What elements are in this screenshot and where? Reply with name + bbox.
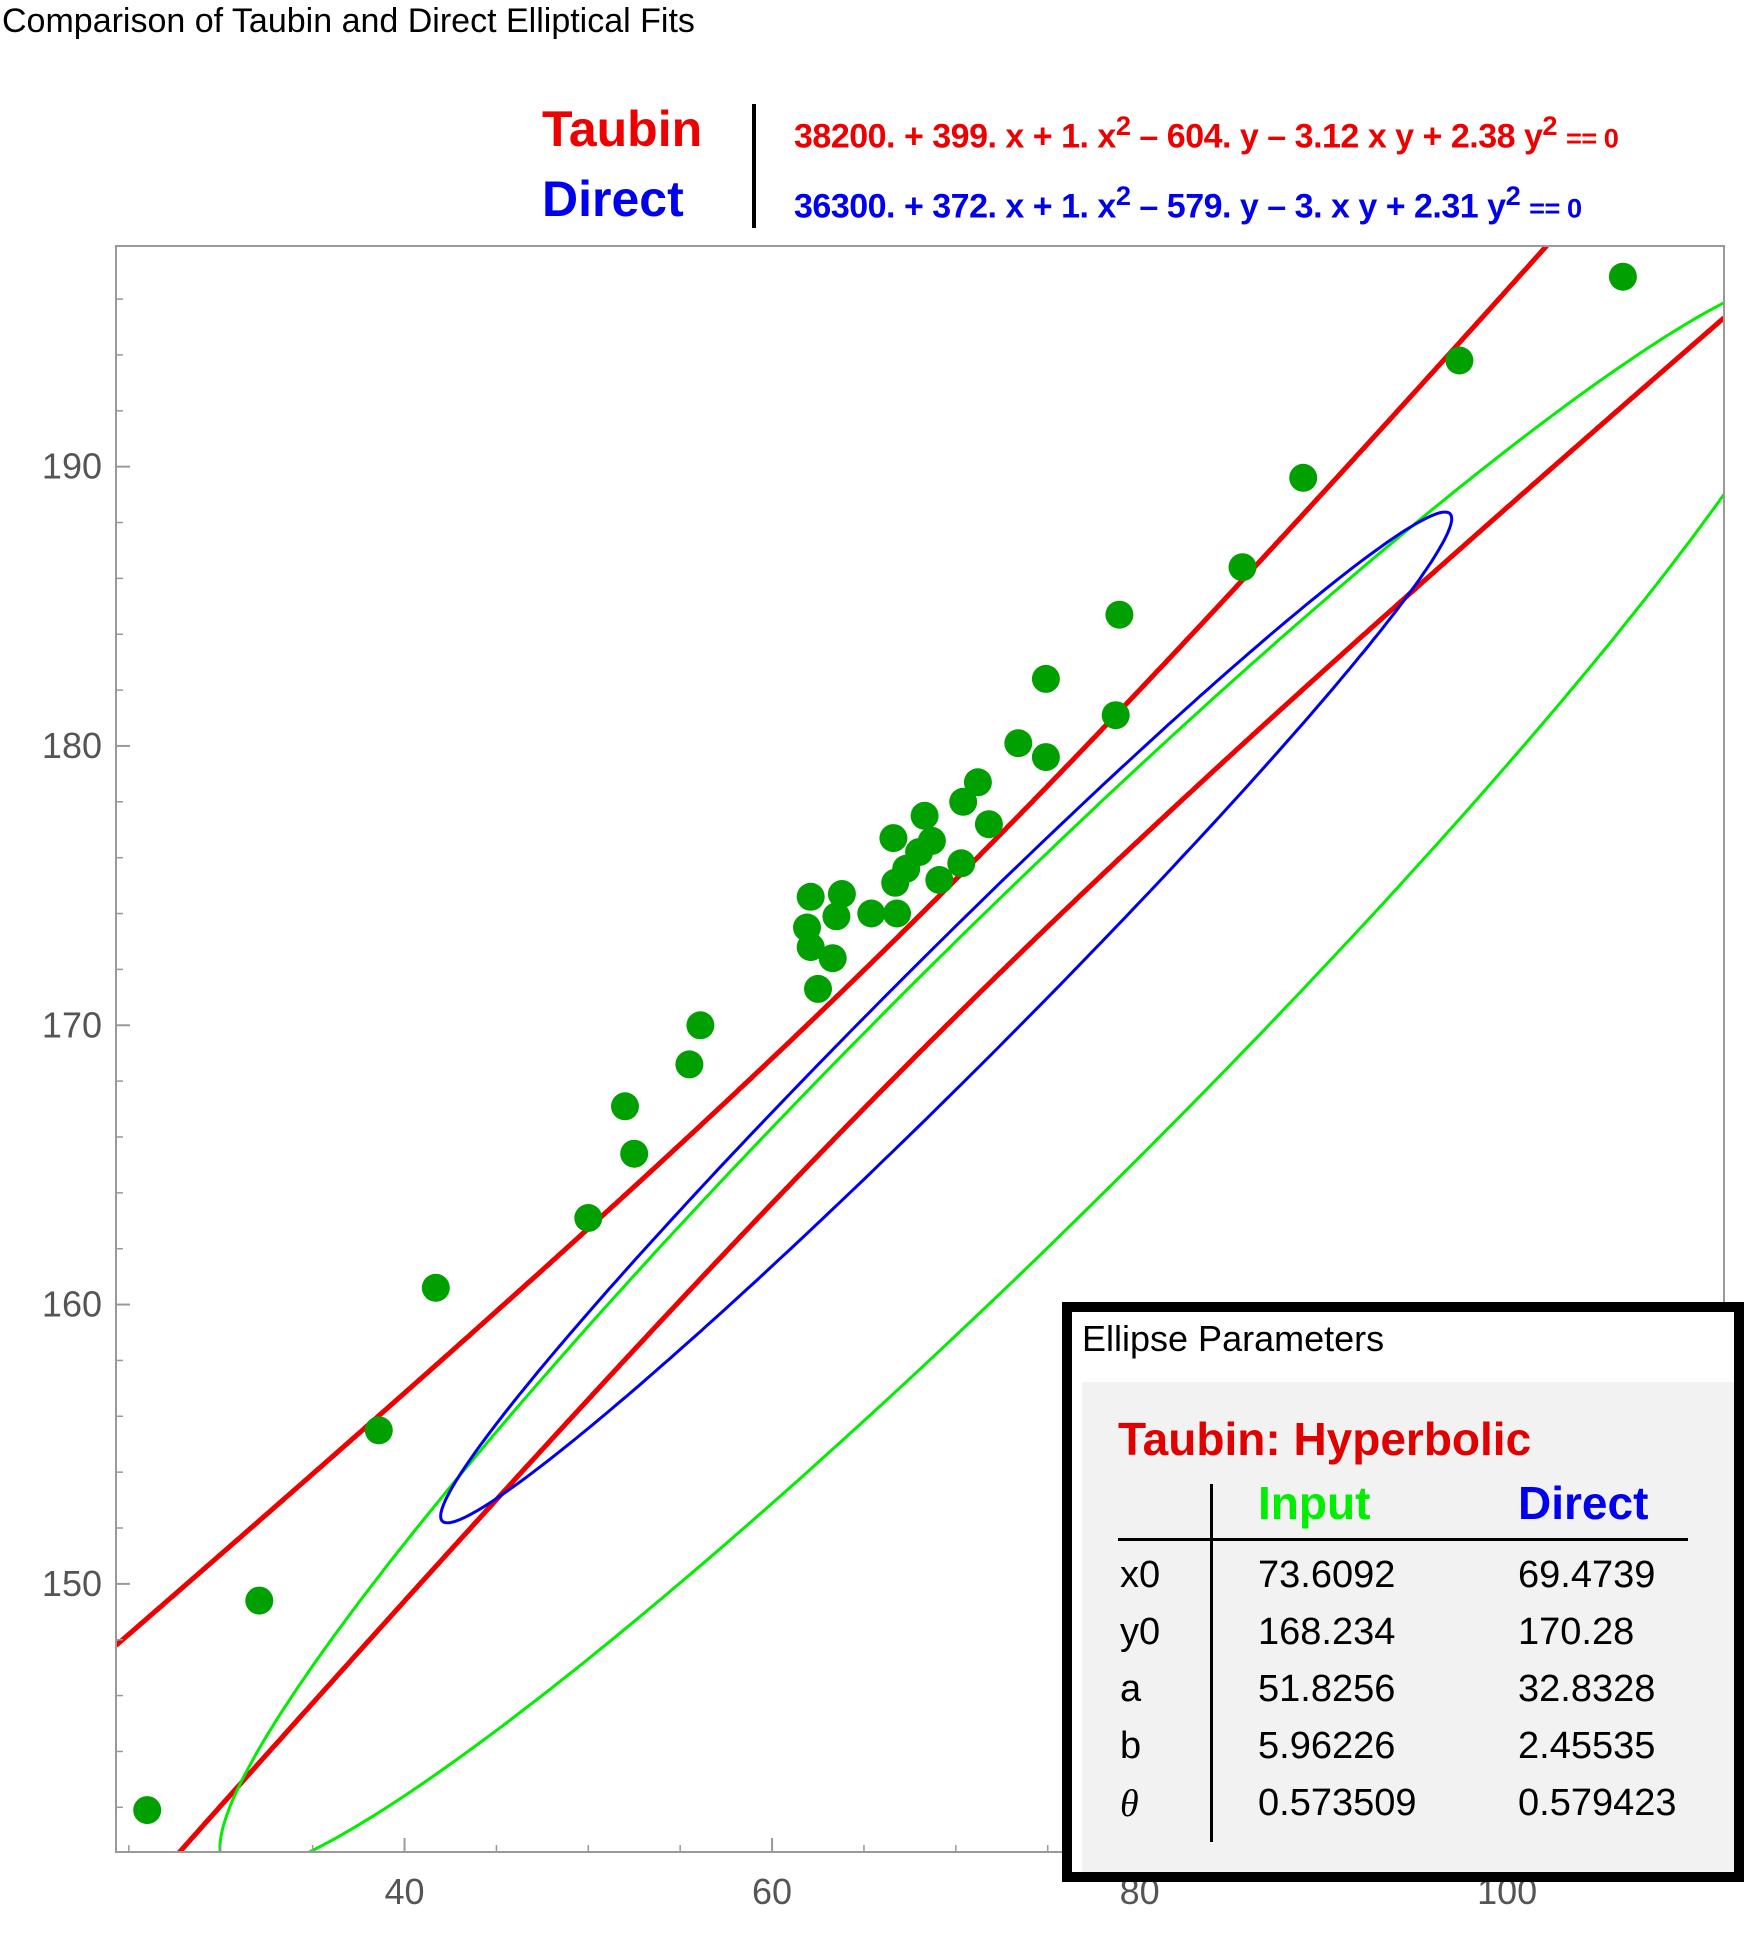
- data-point: [822, 902, 851, 931]
- data-point: [974, 810, 1003, 839]
- plot-frame: [115, 245, 1725, 1853]
- data-point: [793, 913, 821, 942]
- data-point: [611, 1092, 639, 1121]
- y-tick-label: 190: [42, 446, 102, 487]
- taubin-hyperbola-branch-1: [116, 246, 1550, 1648]
- table-vertical-rule: [1210, 1484, 1213, 1842]
- direct-value: 0.579423: [1518, 1782, 1677, 1824]
- y-tick-label: 150: [42, 1563, 102, 1604]
- data-point: [1004, 729, 1033, 758]
- input-ellipse: [218, 301, 1724, 1852]
- taubin-hyperbola-branch-2: [176, 315, 1724, 1852]
- data-point: [1031, 664, 1060, 693]
- table-row: a 51.8256 32.8328: [1082, 1668, 1734, 1725]
- y-tick-label: 180: [42, 725, 102, 766]
- chart-title: Comparison of Taubin and Direct Elliptic…: [2, 2, 695, 40]
- data-point: [857, 899, 886, 928]
- data-point: [804, 974, 832, 1003]
- direct-ellipse: [439, 510, 1454, 1525]
- legend-divider: [752, 104, 756, 228]
- ellipse-parameters-panel: Ellipse Parameters Taubin: Hyperbolic In…: [1062, 1302, 1744, 1882]
- table-row: y0 168.234 170.28: [1082, 1611, 1734, 1668]
- param-name: θ: [1120, 1783, 1139, 1825]
- parameters-table: Taubin: Hyperbolic Input Direct x0 73.609…: [1082, 1382, 1734, 1872]
- direct-value: 170.28: [1518, 1611, 1635, 1653]
- data-point: [1445, 346, 1474, 375]
- param-name: y0: [1120, 1611, 1161, 1653]
- direct-value: 69.4739: [1518, 1554, 1656, 1596]
- data-point: [1228, 553, 1257, 582]
- data-point: [917, 826, 946, 855]
- y-tick-label: 170: [42, 1004, 102, 1045]
- data-point: [879, 824, 908, 853]
- legend-name-taubin: Taubin: [542, 101, 703, 157]
- data-point: [1031, 743, 1060, 772]
- input-value: 73.6092: [1258, 1554, 1396, 1596]
- data-point: [620, 1139, 649, 1168]
- data-point: [421, 1273, 450, 1302]
- column-header-direct: Direct: [1518, 1477, 1649, 1529]
- data-point: [949, 787, 978, 816]
- data-point: [245, 1586, 274, 1615]
- x-tick-label: 40: [384, 1871, 424, 1912]
- input-value: 5.96226: [1258, 1725, 1396, 1767]
- table-row: b 5.96226 2.45535: [1082, 1725, 1734, 1782]
- param-name: b: [1120, 1725, 1142, 1767]
- y-tick-label: 160: [42, 1284, 102, 1325]
- table-horizontal-rule: [1118, 1538, 1688, 1541]
- data-point: [675, 1050, 704, 1079]
- data-point: [818, 944, 847, 973]
- input-value: 0.573509: [1258, 1782, 1417, 1824]
- input-value: 168.234: [1258, 1611, 1396, 1653]
- input-value: 51.8256: [1258, 1668, 1396, 1710]
- data-point: [883, 899, 911, 928]
- x-tick-label: 60: [752, 1871, 792, 1912]
- data-point: [1608, 262, 1637, 291]
- table-heading: Taubin: Hyperbolic: [1118, 1413, 1532, 1465]
- data-point: [133, 1796, 162, 1825]
- data-point: [947, 849, 976, 878]
- panel-title: Ellipse Parameters: [1082, 1318, 1385, 1359]
- direct-value: 32.8328: [1518, 1668, 1656, 1710]
- param-name: x0: [1120, 1554, 1161, 1596]
- data-point: [1289, 463, 1318, 492]
- data-point: [686, 1011, 715, 1040]
- legend-equation-taubin: 38200. + 399. x + 1. x2 – 604. y – 3.12 …: [794, 110, 1619, 156]
- data-point: [796, 882, 825, 911]
- data-point: [574, 1204, 603, 1232]
- data-point: [963, 768, 992, 797]
- data-point: [364, 1416, 393, 1445]
- data-point: [910, 801, 939, 830]
- table-row: θ 0.573509 0.579423: [1082, 1782, 1734, 1839]
- table-row: x0 73.6092 69.4739: [1082, 1554, 1734, 1611]
- data-point: [1101, 701, 1130, 730]
- data-point: [827, 880, 856, 908]
- data-point: [925, 866, 954, 894]
- direct-value: 2.45535: [1518, 1725, 1656, 1767]
- legend-name-direct: Direct: [542, 171, 684, 227]
- legend-equation-direct: 36300. + 372. x + 1. x2 – 579. y – 3. x …: [794, 180, 1582, 226]
- data-point: [1105, 600, 1134, 629]
- column-header-input: Input: [1258, 1477, 1371, 1529]
- param-name: a: [1120, 1668, 1142, 1710]
